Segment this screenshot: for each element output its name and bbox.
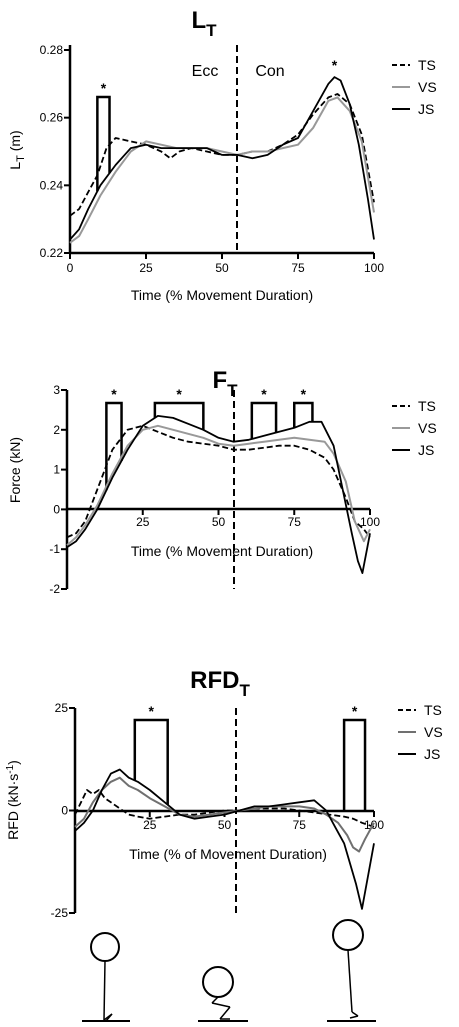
panel-rfd-x-tick-label: 100 — [364, 818, 384, 832]
panel-lt-x-tick-label: 50 — [215, 261, 229, 275]
panel-ft-x-label: Time (% Movement Duration) — [131, 543, 313, 559]
panel-ft-y-tick-label: 3 — [53, 383, 60, 397]
panel-rfd-significance-star: * — [149, 703, 155, 719]
panel-rfd-series-vs — [74, 776, 375, 853]
panel-lt-ecc-label: Ecc — [192, 63, 219, 80]
panel-rfd-title: RFDT — [190, 667, 250, 700]
panel-ft-significance-star: * — [301, 386, 307, 402]
panel-ft-y-tick-label: -1 — [49, 542, 60, 556]
panel-lt-y-tick-label: 0.24 — [40, 178, 64, 192]
panel-rfd-y-tick-label: -25 — [51, 906, 69, 920]
panel-ft-significance-bar — [250, 401, 278, 439]
panel-lt-x-tick-label: 75 — [291, 261, 305, 275]
panel-ft-legend-label-js: JS — [418, 442, 434, 458]
panel-lt-y-tick-label: 0.28 — [40, 43, 64, 57]
panel-ft-significance-bar — [105, 401, 123, 491]
panel-lt-y-label: LT (m) — [7, 130, 27, 169]
panel-ft-y-tick-label: 0 — [53, 502, 60, 516]
panel-lt-x-tick-label: 25 — [139, 261, 153, 275]
panel-lt: LT 0 25 50 75 100 0.22 0.24 0.26 0.28 LT (m) Tim… — [7, 7, 437, 303]
panel-ft-y-tick-label: -2 — [49, 582, 60, 596]
panel-lt-x-tick-label: 100 — [364, 261, 384, 275]
panel-lt-series-ts — [69, 93, 375, 217]
panel-lt-x-tick-label: 0 — [67, 261, 74, 275]
panel-ft-legend-label-ts: TS — [418, 398, 436, 414]
stick-figure-standing-start — [82, 932, 130, 1022]
panel-lt-y-tick-label: 0.26 — [40, 111, 64, 125]
panel-ft-significance-star: * — [176, 386, 182, 402]
panel-lt-y-tick-label: 0.22 — [40, 246, 64, 260]
panel-ft-x-tick-label: 25 — [136, 515, 150, 529]
panel-lt-x-label: Time (% Movement Duration) — [131, 287, 313, 303]
panel-ft-significance-bar — [153, 401, 205, 430]
panel-rfd-y-tick-label: 0 — [61, 804, 68, 818]
panel-lt-legend-label-js: JS — [418, 101, 434, 117]
stick-figure-squat — [198, 966, 248, 1022]
panel-lt-title: LT — [191, 7, 217, 40]
panel-rfd-x-tick-label: 25 — [143, 818, 157, 832]
panel-lt-significance-bar — [96, 95, 111, 192]
panel-ft-title: FT — [212, 367, 238, 400]
panel-rfd-x-tick-label: 75 — [293, 818, 307, 832]
panel-rfd-significance-bar — [342, 718, 367, 811]
stick-figure-jump — [327, 919, 376, 1022]
panel-ft-y-tick-label: 1 — [53, 463, 60, 477]
panel-rfd-series-js — [74, 768, 375, 910]
panel-ft-x-tick-label: 50 — [212, 515, 226, 529]
panel-ft-significance-star: * — [261, 386, 267, 402]
panel-rfd-legend-label-ts: TS — [424, 702, 442, 718]
panel-lt-series-js — [69, 76, 375, 241]
panel-ft-significance-bar — [293, 401, 314, 428]
panel-rfd-legend-label-vs: VS — [424, 724, 443, 740]
panel-rfd-y-tick-label: 25 — [55, 701, 69, 715]
panel-ft-x-tick-label: 100 — [360, 515, 380, 529]
panel-ft-significance-star: * — [111, 386, 117, 402]
panel-lt-significance-star: * — [332, 57, 338, 73]
panel-ft-y-label: Force (kN) — [7, 437, 23, 503]
panel-lt-con-label: Con — [255, 63, 284, 80]
panel-rfd-significance-star: * — [352, 703, 358, 719]
panel-rfd: RFDT 25 50 75 100 -25 0 25 RFD (kN·s-1) Time (… — [5, 667, 443, 920]
stick-figures — [82, 919, 376, 1022]
panel-ft: FT 25 50 75 100 -2 -1 0 1 2 3 Force (kN) Time (% … — [7, 367, 437, 596]
panel-rfd-legend-label-js: JS — [424, 746, 440, 762]
panel-ft-x-tick-label: 75 — [288, 515, 302, 529]
panel-rfd-x-tick-label: 50 — [218, 818, 232, 832]
panel-lt-legend-label-vs: VS — [418, 79, 437, 95]
panel-lt-series-vs — [69, 96, 375, 244]
panel-ft-series-ts — [66, 424, 371, 539]
panel-ft-series-js — [66, 415, 371, 574]
panel-lt-legend-label-ts: TS — [418, 57, 436, 73]
panel-ft-legend-label-vs: VS — [418, 420, 437, 436]
panel-ft-y-tick-label: 2 — [53, 423, 60, 437]
panel-lt-significance-star: * — [101, 80, 107, 96]
panel-rfd-y-label: RFD (kN·s-1) — [5, 760, 21, 840]
panel-rfd-significance-bar — [133, 718, 169, 805]
panel-rfd-x-label: Time (% of Movement Duration) — [129, 846, 327, 862]
